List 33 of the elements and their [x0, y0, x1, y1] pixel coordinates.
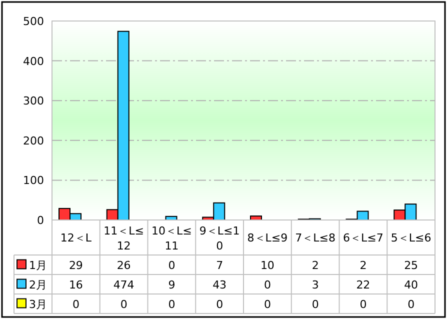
y-tick-label: 200 [23, 134, 44, 148]
data-label: 16 [68, 278, 83, 292]
data-label: 26 [116, 258, 131, 272]
data-label: 9 [168, 278, 176, 292]
data-label: 25 [404, 258, 418, 272]
data-label: 29 [68, 258, 83, 272]
y-tick-label: 0 [37, 214, 44, 227]
data-label: 0 [216, 298, 224, 311]
data-label: 22 [356, 278, 370, 292]
data-label: 2 [360, 258, 367, 272]
y-tick-label: 500 [23, 15, 44, 28]
data-label: 0 [168, 298, 176, 311]
data-label: 10 [260, 258, 274, 272]
data-label: 0 [264, 278, 271, 292]
y-tick-label: 300 [23, 94, 44, 108]
data-label: 474 [113, 278, 134, 292]
legend-label: 3月 [29, 298, 47, 311]
y-tick-label: 100 [23, 174, 44, 188]
data-label: 0 [168, 258, 176, 272]
data-label: 0 [408, 298, 415, 311]
data-label: 2 [312, 258, 319, 272]
legend-label: 2月 [29, 278, 47, 292]
data-label: 7 [216, 258, 224, 272]
data-label: 3 [312, 278, 319, 292]
y-tick-label: 400 [23, 54, 44, 68]
data-label: 40 [404, 278, 418, 292]
data-label: 0 [120, 298, 128, 311]
legend-label: 1月 [29, 258, 47, 272]
data-label: 43 [212, 278, 227, 292]
data-label: 0 [72, 298, 80, 311]
data-label: 0 [264, 298, 271, 311]
data-label: 0 [312, 298, 319, 311]
data-label: 0 [360, 298, 367, 311]
